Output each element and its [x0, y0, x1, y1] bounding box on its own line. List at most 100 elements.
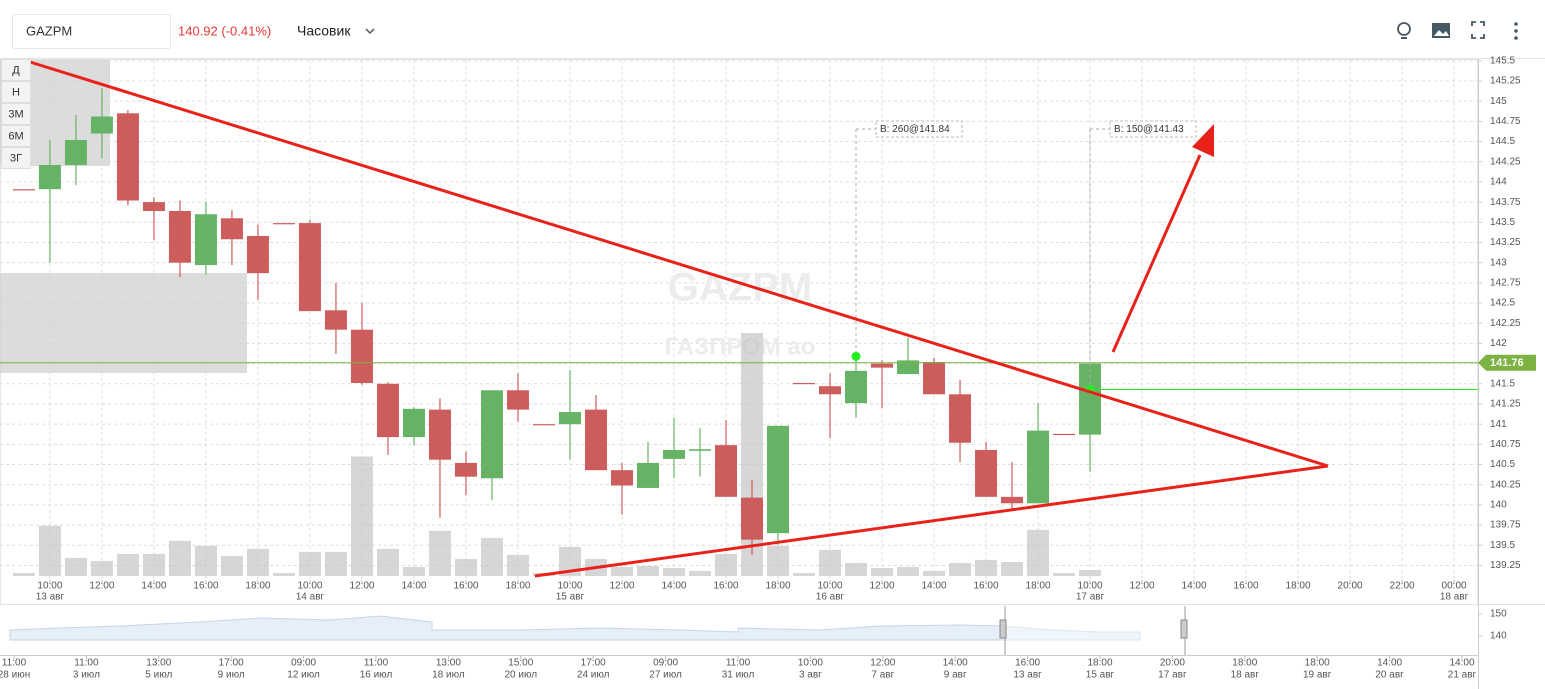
range-button-label[interactable]: 3Г [10, 152, 22, 164]
x-tick-label: 18:00 [1286, 581, 1311, 592]
ticker-text[interactable]: GAZPM [26, 23, 72, 38]
candle-body [767, 425, 790, 534]
arrow-head[interactable] [1192, 124, 1214, 157]
range-button[interactable] [1, 125, 31, 147]
candle-body [1001, 496, 1024, 504]
candle-body [688, 449, 711, 451]
trend-line[interactable] [534, 464, 1329, 578]
candle-body [64, 139, 87, 165]
volume-bar [168, 540, 191, 576]
fullscreen-icon[interactable] [1471, 21, 1485, 39]
volume-bar [767, 545, 790, 576]
candle-body [246, 236, 269, 274]
candle-body [558, 412, 581, 425]
range-button-label[interactable]: 6М [8, 130, 23, 142]
navigator-time-label: 13:00 [436, 658, 461, 669]
navigator-date-label: 9 июл [218, 670, 245, 681]
range-button-label[interactable]: Н [12, 86, 20, 98]
navigator-date-label: 17 авг [1158, 670, 1187, 681]
order-label-box[interactable] [875, 120, 963, 138]
volume-bar [194, 545, 217, 576]
ticker-input[interactable] [12, 14, 171, 49]
navigator-time-label: 10:00 [798, 658, 823, 669]
navigator-date-label: 5 июл [145, 670, 172, 681]
x-tick-label: 14:00 [661, 581, 686, 592]
y-tick-label: 141.25 [1490, 399, 1521, 410]
volume-bar [1053, 572, 1076, 576]
y-tick-label: 142 [1490, 338, 1507, 349]
x-tick-label: 18:00 [765, 581, 790, 592]
navigator-handle[interactable] [999, 619, 1007, 639]
x-tick-label: 18:00 [505, 581, 530, 592]
x-date-label: 18 авг [1440, 592, 1469, 603]
volume-bar [662, 567, 685, 576]
range-button-label[interactable]: Д [12, 64, 20, 76]
interval-select[interactable]: Часовик [297, 23, 351, 39]
candle-body [402, 408, 425, 438]
candle-body [636, 462, 659, 488]
x-tick-label: 16:00 [453, 581, 478, 592]
dropdown-icon[interactable] [365, 28, 375, 35]
navigator-date-label: 13 авг [1013, 670, 1042, 681]
x-tick-label: 10:00 [557, 581, 582, 592]
navigator-time-label: 14:00 [1449, 658, 1474, 669]
candle-body [272, 223, 295, 225]
order-label[interactable]: B: 260@141.84 [880, 124, 950, 135]
y-tick-label: 142.5 [1490, 298, 1515, 309]
navigator-date-label: 15 авг [1086, 670, 1115, 681]
x-tick-label: 16:00 [1234, 581, 1259, 592]
order-marker[interactable] [851, 351, 861, 361]
idea-icon[interactable] [1397, 22, 1411, 39]
y-tick-label: 140.25 [1490, 479, 1521, 490]
x-tick-label: 16:00 [974, 581, 999, 592]
range-button-label[interactable]: 3М [8, 108, 23, 120]
x-tick-label: 12:00 [349, 581, 374, 592]
x-tick-label: 10:00 [1078, 581, 1103, 592]
range-button[interactable] [1, 59, 31, 81]
navigator-date-label: 3 июл [73, 670, 100, 681]
volume-bar [402, 566, 425, 576]
x-tick-label: 18:00 [245, 581, 270, 592]
navigator-area [9, 615, 1141, 641]
volume-bar [714, 553, 737, 576]
y-tick-label: 143.75 [1490, 197, 1521, 208]
volume-bar [923, 570, 946, 576]
candle-body [506, 390, 529, 410]
order-label-box[interactable] [1109, 120, 1197, 138]
volume-bar [220, 555, 243, 576]
volume-bar [428, 530, 451, 576]
range-button[interactable] [1, 103, 31, 125]
navigator-time-label: 17:00 [581, 658, 606, 669]
navigator-time-label: 18:00 [1305, 658, 1330, 669]
candle-body [90, 116, 113, 134]
arrow-line[interactable] [1111, 154, 1202, 353]
watermark-title: GAZPM [668, 266, 812, 310]
y-tick-label: 145.25 [1490, 76, 1521, 87]
navigator-window[interactable] [1003, 606, 1183, 650]
volume-bar [90, 560, 113, 576]
menu-icon[interactable] [1514, 22, 1518, 40]
navigator-y-label: 140 [1490, 631, 1507, 642]
image-icon[interactable] [1432, 23, 1450, 38]
volume-bar [64, 557, 87, 576]
candle-body [350, 329, 373, 383]
candle-body [975, 450, 998, 497]
y-tick-label: 139.5 [1490, 540, 1515, 551]
trend-line[interactable] [29, 60, 1329, 468]
candle-body [714, 445, 737, 497]
range-button[interactable] [1, 147, 31, 169]
order-label[interactable]: B: 150@141.43 [1114, 124, 1184, 135]
volume-bar [688, 570, 711, 576]
overlay-layer: B: 260@141.84 B: 150@141.43 [0, 120, 1478, 394]
x-tick-label: 10:00 [297, 581, 322, 592]
candle-body [949, 394, 972, 443]
navigator-handle[interactable] [1180, 619, 1188, 639]
range-button[interactable] [1, 81, 31, 103]
x-tick-label: 12:00 [869, 581, 894, 592]
navigator-time-label: 18:00 [1232, 658, 1257, 669]
x-tick-label: 14:00 [401, 581, 426, 592]
y-tick-label: 144.5 [1490, 136, 1515, 147]
candle-body [1079, 363, 1102, 435]
navigator-date-label: 31 июл [722, 670, 755, 681]
candle-body [142, 202, 165, 211]
